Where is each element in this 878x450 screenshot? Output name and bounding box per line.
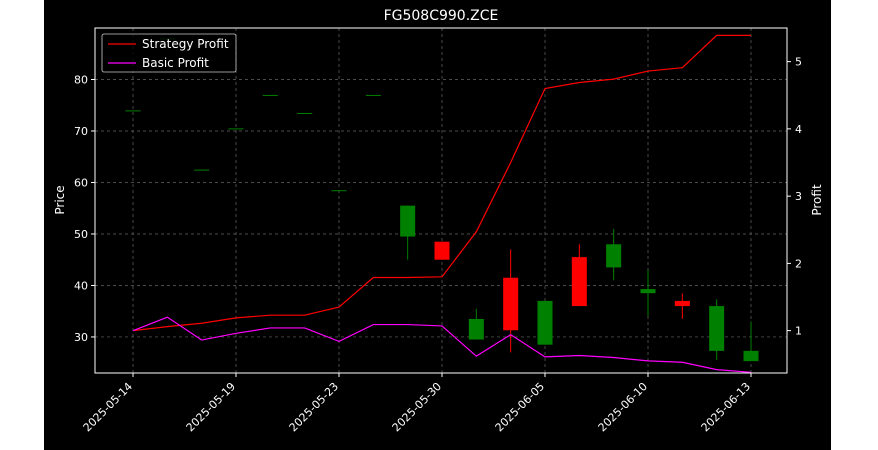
- candle-body: [194, 169, 210, 171]
- y-tick-label-left: 30: [74, 331, 88, 344]
- candle-body: [400, 205, 416, 237]
- y-tick-label-left: 70: [74, 125, 88, 138]
- candle-body: [503, 277, 519, 331]
- candle: [262, 94, 278, 96]
- chart-background: [44, 0, 831, 450]
- candle-body: [709, 306, 725, 351]
- candle-body: [125, 110, 141, 112]
- y-axis-label-right: Profit: [810, 184, 824, 216]
- basic-profit-line: [132, 316, 752, 373]
- candle: [674, 293, 690, 319]
- legend-label-strategy: Strategy Profit: [142, 37, 229, 51]
- plot-area-frame: [94, 27, 788, 374]
- candle-body: [606, 244, 622, 268]
- candle: [743, 321, 759, 362]
- y-tick-label-left: 40: [74, 279, 88, 292]
- candle-body: [434, 241, 450, 260]
- candle-body: [571, 257, 587, 307]
- y-tick-label-left: 60: [74, 176, 88, 189]
- candle-body: [468, 318, 484, 340]
- candle: [468, 308, 484, 340]
- candle: [365, 94, 381, 96]
- y-tick-label-right: 2: [795, 257, 802, 270]
- candle: [331, 190, 347, 192]
- grid: [95, 28, 787, 373]
- y-tick-label-right: 4: [795, 123, 802, 136]
- candle-body: [674, 300, 690, 307]
- legend: Strategy Profit Basic Profit: [101, 33, 237, 73]
- candle: [125, 110, 141, 112]
- candle: [571, 244, 587, 307]
- candle-body: [331, 190, 347, 192]
- y-tick-label-left: 50: [74, 228, 88, 241]
- y-axis-label-left: Price: [53, 185, 67, 214]
- candle: [194, 169, 210, 171]
- candle: [228, 128, 244, 130]
- chart-title: FG508C990.ZCE: [384, 8, 499, 24]
- candle: [400, 205, 416, 260]
- candles: [125, 38, 759, 362]
- y-tick-label-right: 5: [795, 56, 802, 69]
- candle-body: [640, 289, 656, 294]
- candle-body: [743, 350, 759, 362]
- candle: [709, 299, 725, 361]
- candle: [434, 241, 450, 260]
- legend-label-basic: Basic Profit: [142, 56, 209, 70]
- candle-body: [365, 94, 381, 96]
- profit-lines: [132, 34, 752, 373]
- y-tick-label-right: 3: [795, 190, 802, 203]
- candle: [297, 112, 313, 114]
- candle-body: [297, 112, 313, 114]
- y-tick-label-right: 1: [795, 325, 802, 338]
- candle-body: [228, 128, 244, 130]
- candle: [606, 228, 622, 281]
- candle: [537, 300, 553, 345]
- strategy-profit-line: [132, 34, 751, 332]
- candle-body: [262, 94, 278, 96]
- candle: [640, 270, 656, 317]
- y-tick-label-left: 80: [74, 73, 88, 86]
- candle-body: [537, 300, 553, 345]
